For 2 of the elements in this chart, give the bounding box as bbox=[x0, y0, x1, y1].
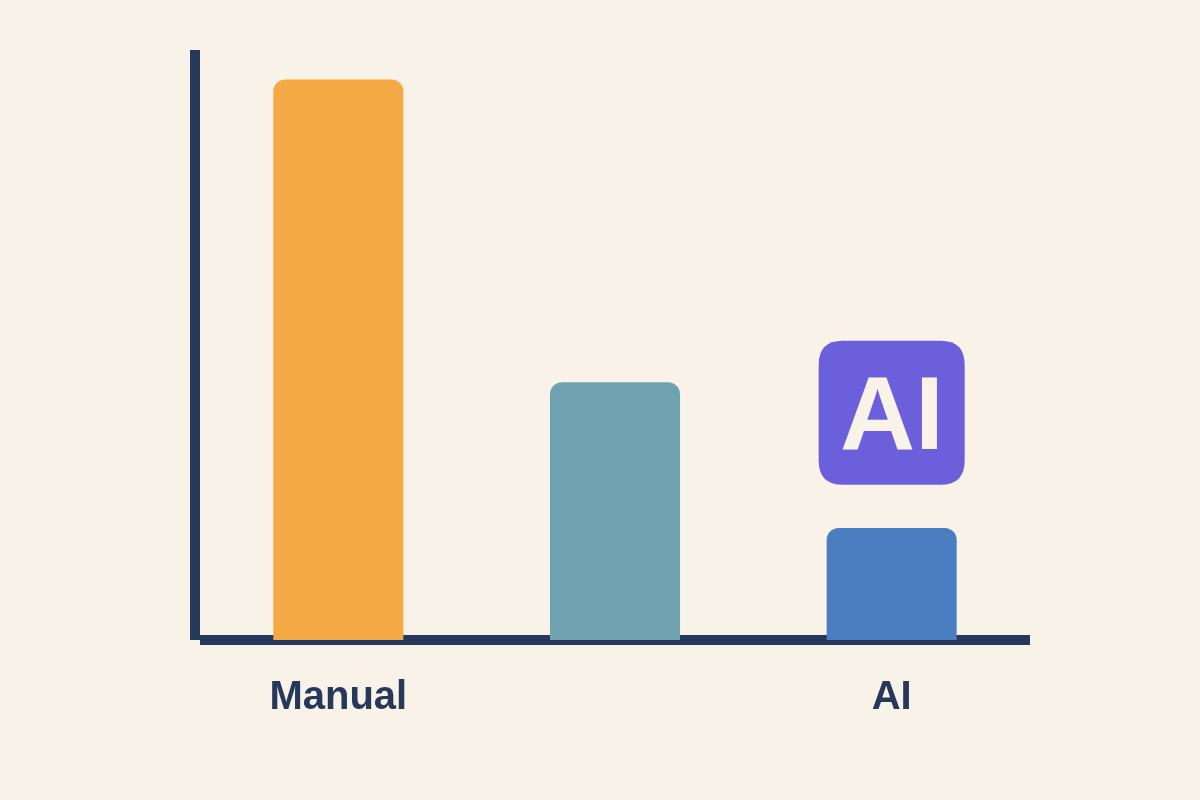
x-tick-label: Manual bbox=[269, 673, 408, 717]
annotation: AI bbox=[840, 355, 944, 471]
